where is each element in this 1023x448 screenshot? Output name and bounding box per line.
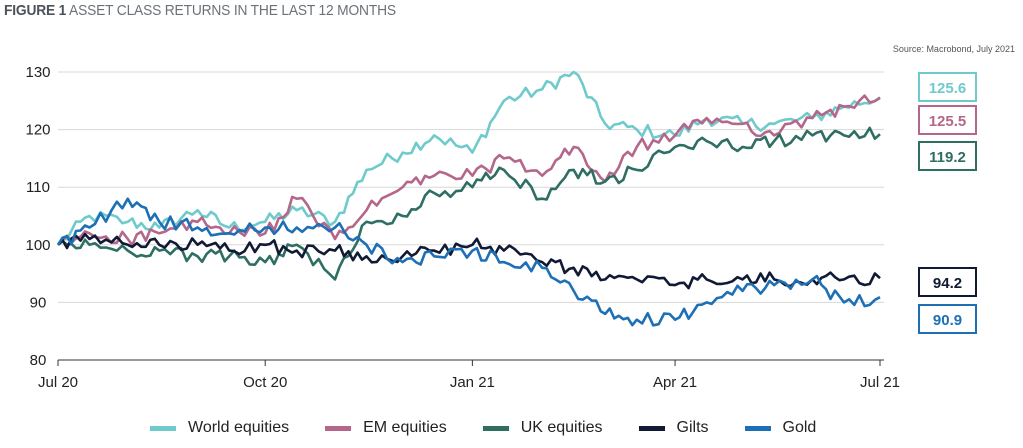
figure-label: FIGURE 1: [4, 2, 67, 19]
legend-swatch: [325, 425, 352, 431]
x-tick-label: Jul 21: [860, 374, 900, 391]
source-note: Source: Macrobond, July 2021: [892, 44, 1015, 54]
end-value-label: 125.5: [929, 113, 967, 130]
y-tick-label: 120: [25, 122, 50, 139]
legend-label: Gilts: [676, 419, 709, 436]
legend-label: UK equities: [520, 419, 603, 436]
y-tick-label: 130: [25, 64, 50, 81]
chart-legend: World equities EM equities UK equities Gilt…: [150, 419, 852, 437]
x-tick-label: Jul 20: [38, 374, 78, 391]
end-label-gold: 90.9: [918, 304, 977, 334]
legend-swatch: [150, 425, 176, 431]
legend-swatch: [482, 425, 509, 431]
x-tick-label: Jan 21: [450, 374, 495, 391]
end-value-label: 90.9: [933, 312, 962, 329]
end-value-label: 125.6: [929, 80, 967, 97]
end-value-label: 94.2: [933, 275, 962, 292]
end-value-label: 119.2: [929, 149, 966, 166]
legend-label: World equities: [188, 419, 290, 436]
legend-item-em-equities: EM equities: [325, 419, 447, 437]
legend-label: Gold: [782, 419, 817, 436]
legend-swatch: [744, 425, 771, 431]
legend-label: EM equities: [363, 419, 447, 436]
x-tick-label: Oct 20: [243, 374, 287, 391]
series-line-uk-equities: [57, 126, 881, 281]
x-tick-label: Apr 21: [653, 374, 697, 391]
legend-item-gold: Gold: [744, 419, 817, 437]
legend-item-world-equities: World equities: [150, 419, 289, 437]
series-line-gold: [56, 197, 881, 327]
series-line-world-equities: [56, 70, 881, 246]
y-tick-label: 90: [30, 294, 47, 311]
legend-swatch: [638, 425, 665, 431]
figure-title: FIGURE 1 ASSET CLASS RETURNS IN THE LAST…: [4, 2, 396, 19]
end-label-world-equities: 125.6: [918, 72, 977, 102]
legend-item-uk-equities: UK equities: [482, 419, 603, 437]
end-label-em-equities: 125.5: [918, 105, 977, 135]
figure-title-text: ASSET CLASS RETURNS IN THE LAST 12 MONTH…: [69, 2, 396, 19]
end-label-gilts: 94.2: [918, 267, 977, 297]
y-tick-label: 110: [26, 179, 50, 196]
y-tick-label: 100: [25, 237, 50, 254]
end-label-uk-equities: 119.2: [918, 141, 977, 171]
series-line-gilts: [57, 232, 881, 290]
legend-item-gilts: Gilts: [638, 419, 709, 437]
y-tick-label: 80: [30, 352, 47, 369]
series-line-em-equities: [57, 94, 881, 247]
